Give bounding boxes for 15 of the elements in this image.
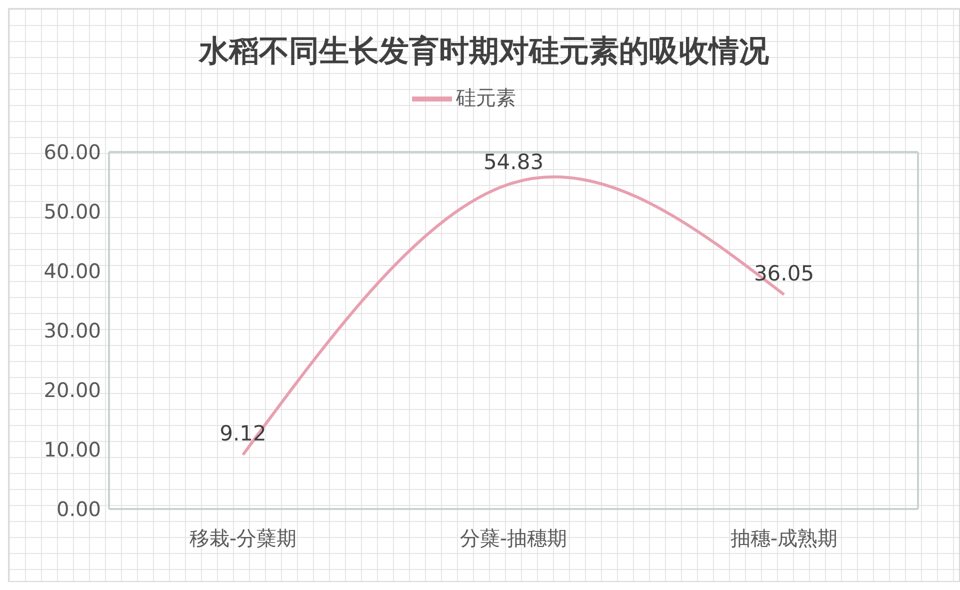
y-tick-label: 10.00	[44, 438, 101, 462]
chart-title: 水稻不同生长发育时期对硅元素的吸收情况	[197, 33, 770, 71]
data-label: 36.05	[754, 262, 814, 286]
y-tick-label: 50.00	[44, 200, 101, 224]
y-tick-label: 40.00	[44, 259, 101, 284]
y-tick-label: 20.00	[44, 378, 101, 402]
y-tick-label: 30.00	[44, 318, 101, 343]
x-tick-label: 抽穗-成熟期	[730, 526, 838, 550]
legend-label: 硅元素	[456, 85, 516, 110]
x-tick-label: 移栽-分蘖期	[189, 526, 297, 550]
y-tick-label: 60.00	[44, 140, 101, 164]
y-tick-label: 0.00	[56, 497, 101, 522]
x-tick-label: 分蘖-抽穗期	[460, 526, 568, 550]
data-label: 9.12	[220, 422, 266, 446]
data-label: 54.83	[483, 150, 544, 174]
